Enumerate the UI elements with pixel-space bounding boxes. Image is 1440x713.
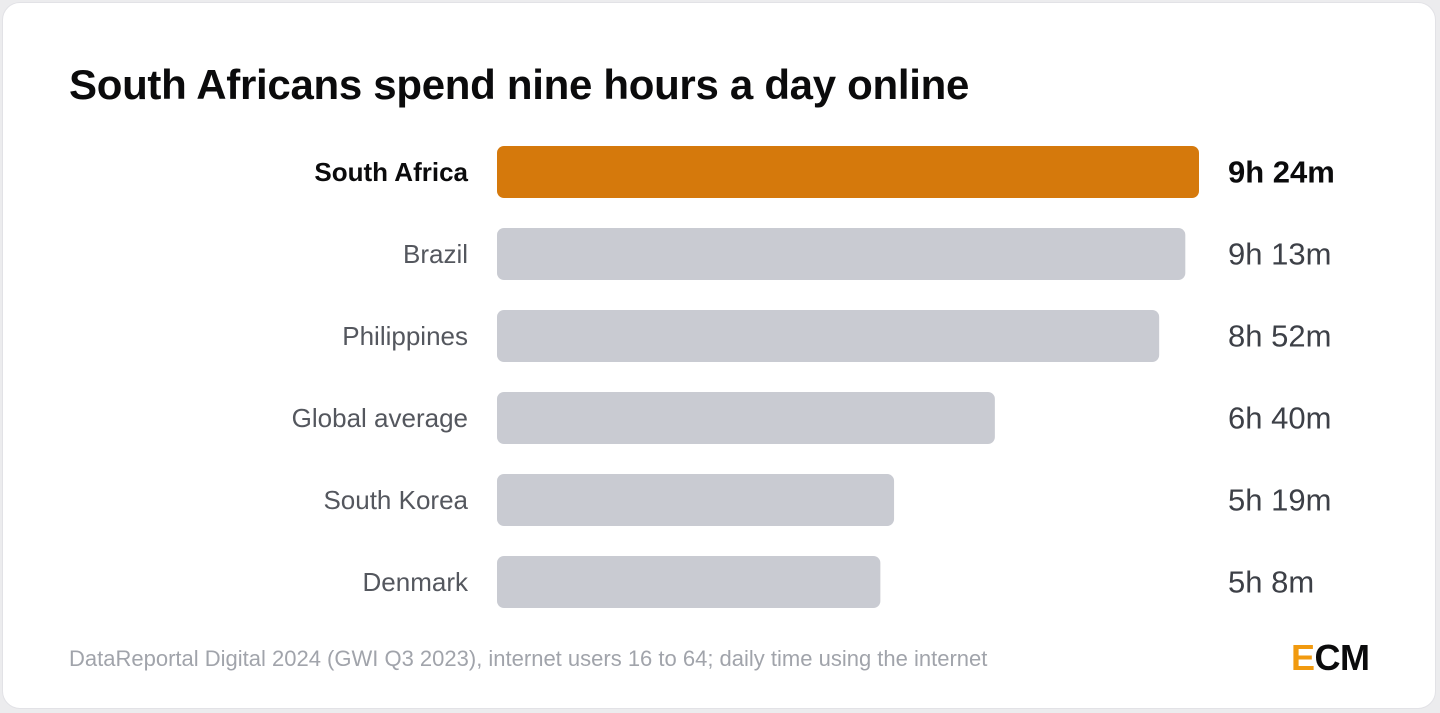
chart-title: South Africans spend nine hours a day on… [69, 61, 970, 108]
category-label: South Korea [323, 485, 468, 515]
category-label: Philippines [342, 321, 468, 351]
bar [497, 474, 895, 526]
category-label: Denmark [363, 567, 469, 597]
category-label: Brazil [403, 239, 468, 269]
bar-row-denmark: Denmark 5h 8m [363, 556, 1314, 608]
bar [497, 228, 1186, 280]
source-note: DataReportal Digital 2024 (GWI Q3 2023),… [69, 646, 988, 671]
bar-row-philippines: Philippines 8h 52m [342, 310, 1331, 362]
value-label: 5h 19m [1228, 483, 1331, 518]
value-label: 9h 24m [1228, 155, 1335, 190]
bar [497, 310, 1160, 362]
bar [497, 392, 995, 444]
ecm-logo: ECM [1291, 637, 1370, 679]
value-label: 5h 8m [1228, 565, 1314, 600]
value-label: 6h 40m [1228, 401, 1331, 436]
bar-row-global-average: Global average 6h 40m [292, 392, 1331, 444]
bar-chart: South Africa 9h 24m Brazil 9h 13m Philippine… [292, 146, 1335, 608]
category-label: Global average [292, 403, 468, 433]
value-label: 9h 13m [1228, 237, 1331, 272]
bar-row-south-africa: South Africa 9h 24m [314, 146, 1335, 198]
logo-cm: CM [1314, 637, 1371, 678]
bar-row-south-korea: South Korea 5h 19m [323, 474, 1331, 526]
category-label: South Africa [314, 157, 468, 187]
bar [497, 556, 881, 608]
bar-row-brazil: Brazil 9h 13m [403, 228, 1331, 280]
logo-e: E [1291, 637, 1315, 678]
bar [497, 146, 1199, 198]
value-label: 8h 52m [1228, 319, 1331, 354]
